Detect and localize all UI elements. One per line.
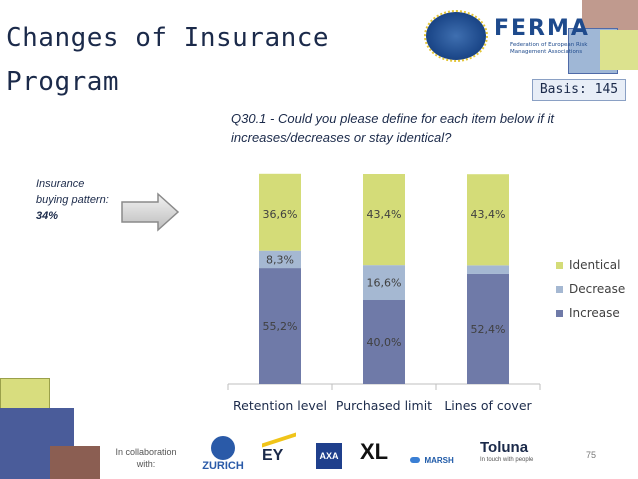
decor-square-yellow [600,30,638,70]
bar-increase-1 [363,300,405,384]
sponsor-ey: EY [262,432,302,464]
sponsor-zurich-label: ZURICH [202,460,244,472]
sponsor-marsh-label: MARSH [424,456,454,465]
marsh-wave-icon [410,457,420,463]
sponsor-toluna: Toluna In touch with people [480,440,533,464]
bar-decrease-0 [259,250,301,269]
sponsor-toluna-label: Toluna [480,439,529,456]
decor-square-brown-bl [50,446,100,479]
category-label-1: Purchased limit [336,398,432,413]
data-label-decrease-1: 16,6% [367,277,402,290]
data-label-increase-2: 52,4% [471,323,506,336]
right-arrow-icon [121,192,180,232]
category-label-0: Retention level [233,398,327,413]
sponsor-axa-label: AXA [319,451,339,461]
sponsor-axa: AXA [316,443,342,469]
sponsor-marsh: MARSH [410,450,454,468]
bar-decrease-2 [467,265,509,274]
data-label-decrease-0: 8,3% [266,253,294,266]
bar-increase-2 [467,273,509,384]
bar-identical-2 [467,174,509,266]
category-label-2: Lines of cover [444,398,532,413]
slide-title: Changes of Insurance Program [6,16,329,104]
legend-swatch-identical [556,262,563,269]
sponsor-zurich: ZURICH [200,436,246,473]
data-label-identical-1: 43,4% [367,208,402,221]
bar-increase-0 [259,268,301,384]
ferma-logo: FERMA Federation of European Risk Manage… [420,8,588,66]
logo-subtitle: Federation of European Risk Management A… [510,42,588,55]
legend-label-identical: Identical [569,258,620,272]
page-number: 75 [586,450,597,460]
slide-title-line1: Changes of Insurance [6,23,330,53]
zurich-emblem-icon [211,436,235,460]
data-label-increase-0: 55,2% [263,320,298,333]
legend-label-decrease: Decrease [569,282,625,296]
data-label-identical-2: 43,4% [471,208,506,221]
stars-ring-icon [424,10,488,62]
note-text: Insurance buying pattern: [36,178,109,206]
collaboration-label: In collaboration with: [115,447,177,469]
note-value: 34% [36,210,59,222]
logo-name: FERMA [494,16,590,41]
data-label-identical-0: 36,6% [263,208,298,221]
insurance-note: Insurance buying pattern: 34% [36,176,116,224]
legend-swatch-decrease [556,286,563,293]
sponsor-toluna-tagline: In touch with people [480,457,534,463]
legend-label-increase: Increase [569,306,620,320]
bar-identical-0 [259,173,301,251]
basis-badge: Basis: 145 [532,79,626,101]
slide-title-line2: Program [6,67,120,97]
bar-decrease-1 [363,265,405,300]
data-label-increase-1: 40,0% [367,336,402,349]
sponsor-xl: XL [360,439,389,464]
sponsor-ey-label: EY [262,447,284,464]
question-text: Q30.1 - Could you please define for each… [231,111,555,145]
bar-identical-1 [363,174,405,266]
legend-swatch-increase [556,310,563,317]
